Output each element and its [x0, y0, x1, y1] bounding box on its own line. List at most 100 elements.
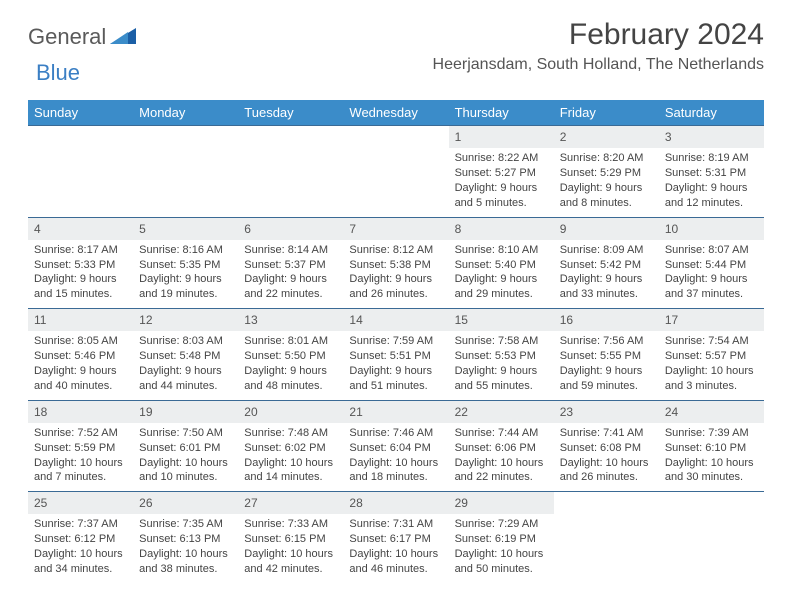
day-number: 6 — [238, 218, 343, 240]
sunrise-line: Sunrise: 8:19 AM — [665, 151, 758, 166]
dow-header-cell: Monday — [133, 100, 238, 126]
sunrise-line: Sunrise: 8:12 AM — [349, 243, 442, 258]
calendar-day-cell: 11Sunrise: 8:05 AMSunset: 5:46 PMDayligh… — [28, 309, 133, 401]
sunset-line: Sunset: 5:46 PM — [34, 349, 127, 364]
dow-header-cell: Sunday — [28, 100, 133, 126]
sunset-line: Sunset: 6:10 PM — [665, 441, 758, 456]
dow-header-row: SundayMondayTuesdayWednesdayThursdayFrid… — [28, 100, 764, 126]
day-number: 3 — [659, 126, 764, 148]
sunrise-line: Sunrise: 7:54 AM — [665, 334, 758, 349]
sunrise-line: Sunrise: 7:46 AM — [349, 426, 442, 441]
sunset-line: Sunset: 6:17 PM — [349, 532, 442, 547]
sunrise-line: Sunrise: 7:48 AM — [244, 426, 337, 441]
daylight-line: Daylight: 9 hours and 51 minutes. — [349, 364, 442, 394]
day-number: 13 — [238, 309, 343, 331]
daylight-line: Daylight: 9 hours and 5 minutes. — [455, 181, 548, 211]
sunset-line: Sunset: 5:53 PM — [455, 349, 548, 364]
sunrise-line: Sunrise: 8:07 AM — [665, 243, 758, 258]
calendar-day-cell: 9Sunrise: 8:09 AMSunset: 5:42 PMDaylight… — [554, 217, 659, 309]
brand-logo: General — [28, 24, 138, 50]
daylight-line: Daylight: 9 hours and 33 minutes. — [560, 272, 653, 302]
day-number: 9 — [554, 218, 659, 240]
calendar-week-row: 4Sunrise: 8:17 AMSunset: 5:33 PMDaylight… — [28, 217, 764, 309]
daylight-line: Daylight: 10 hours and 18 minutes. — [349, 456, 442, 486]
daylight-line: Daylight: 9 hours and 40 minutes. — [34, 364, 127, 394]
sunrise-line: Sunrise: 7:35 AM — [139, 517, 232, 532]
day-number: 29 — [449, 492, 554, 514]
day-number: 23 — [554, 401, 659, 423]
sunrise-line: Sunrise: 7:37 AM — [34, 517, 127, 532]
day-number: 25 — [28, 492, 133, 514]
sunset-line: Sunset: 5:27 PM — [455, 166, 548, 181]
sunset-line: Sunset: 6:04 PM — [349, 441, 442, 456]
day-number: 24 — [659, 401, 764, 423]
sunrise-line: Sunrise: 7:29 AM — [455, 517, 548, 532]
calendar-day-cell: 4Sunrise: 8:17 AMSunset: 5:33 PMDaylight… — [28, 217, 133, 309]
calendar-day-cell: 5Sunrise: 8:16 AMSunset: 5:35 PMDaylight… — [133, 217, 238, 309]
dow-header-cell: Saturday — [659, 100, 764, 126]
day-number: 7 — [343, 218, 448, 240]
sunset-line: Sunset: 5:38 PM — [349, 258, 442, 273]
day-number: 10 — [659, 218, 764, 240]
daylight-line: Daylight: 9 hours and 48 minutes. — [244, 364, 337, 394]
day-number: 19 — [133, 401, 238, 423]
sunrise-line: Sunrise: 7:41 AM — [560, 426, 653, 441]
calendar-day-cell: 6Sunrise: 8:14 AMSunset: 5:37 PMDaylight… — [238, 217, 343, 309]
day-number: 15 — [449, 309, 554, 331]
title-block: February 2024 Heerjansdam, South Holland… — [433, 18, 764, 74]
calendar-empty-cell — [554, 492, 659, 583]
dow-header-cell: Thursday — [449, 100, 554, 126]
calendar-day-cell: 8Sunrise: 8:10 AMSunset: 5:40 PMDaylight… — [449, 217, 554, 309]
day-number: 1 — [449, 126, 554, 148]
calendar-day-cell: 13Sunrise: 8:01 AMSunset: 5:50 PMDayligh… — [238, 309, 343, 401]
sunset-line: Sunset: 6:15 PM — [244, 532, 337, 547]
daylight-line: Daylight: 10 hours and 3 minutes. — [665, 364, 758, 394]
calendar-day-cell: 21 Sunrise: 7:46 AMSunset: 6:04 PMDayligh… — [343, 400, 448, 492]
calendar-empty-cell — [238, 126, 343, 218]
calendar-empty-cell — [133, 126, 238, 218]
calendar-week-row: 18Sunrise: 7:52 AMSunset: 5:59 PMDayligh… — [28, 400, 764, 492]
dow-header-cell: Wednesday — [343, 100, 448, 126]
daylight-line: Daylight: 9 hours and 22 minutes. — [244, 272, 337, 302]
sunrise-line: Sunrise: 7:56 AM — [560, 334, 653, 349]
brand-text-2: Blue — [36, 60, 80, 86]
daylight-line: Daylight: 10 hours and 7 minutes. — [34, 456, 127, 486]
day-number: 22 — [449, 401, 554, 423]
daylight-line: Daylight: 9 hours and 55 minutes. — [455, 364, 548, 394]
day-number: 21 — [343, 401, 448, 423]
daylight-line: Daylight: 9 hours and 15 minutes. — [34, 272, 127, 302]
sunrise-line: Sunrise: 8:03 AM — [139, 334, 232, 349]
day-number: 17 — [659, 309, 764, 331]
sunset-line: Sunset: 5:55 PM — [560, 349, 653, 364]
sunset-line: Sunset: 6:12 PM — [34, 532, 127, 547]
day-number: 11 — [28, 309, 133, 331]
sunrise-line: Sunrise: 7:59 AM — [349, 334, 442, 349]
sunset-line: Sunset: 5:35 PM — [139, 258, 232, 273]
sunset-line: Sunset: 5:44 PM — [665, 258, 758, 273]
calendar-day-cell: 16Sunrise: 7:56 AMSunset: 5:55 PMDayligh… — [554, 309, 659, 401]
sunset-line: Sunset: 5:42 PM — [560, 258, 653, 273]
daylight-line: Daylight: 10 hours and 38 minutes. — [139, 547, 232, 577]
calendar-week-row: 11Sunrise: 8:05 AMSunset: 5:46 PMDayligh… — [28, 309, 764, 401]
sunset-line: Sunset: 5:29 PM — [560, 166, 653, 181]
day-number: 8 — [449, 218, 554, 240]
day-number: 2 — [554, 126, 659, 148]
calendar-day-cell: 22Sunrise: 7:44 AMSunset: 6:06 PMDayligh… — [449, 400, 554, 492]
sunrise-line: Sunrise: 7:58 AM — [455, 334, 548, 349]
calendar-week-row: 25 Sunrise: 7:37 AMSunset: 6:12 PM Dayligh… — [28, 492, 764, 583]
day-number: 28 — [343, 492, 448, 514]
daylight-line: Daylight: 9 hours and 37 minutes. — [665, 272, 758, 302]
calendar-day-cell: 25Sunrise: 7:37 AMSunset: 6:12 PMDayligh… — [28, 492, 133, 583]
sunrise-line: Sunrise: 7:39 AM — [665, 426, 758, 441]
sunrise-line: Sunrise: 8:10 AM — [455, 243, 548, 258]
calendar-empty-cell — [28, 126, 133, 218]
day-number: 5 — [133, 218, 238, 240]
daylight-line: Daylight: 9 hours and 44 minutes. — [139, 364, 232, 394]
sunrise-line: Sunrise: 8:20 AM — [560, 151, 653, 166]
calendar-day-cell: 26Sunrise: 7:35 AMSunset: 6:13 PMDayligh… — [133, 492, 238, 583]
sunset-line: Sunset: 6:02 PM — [244, 441, 337, 456]
sunrise-line: Sunrise: 8:14 AM — [244, 243, 337, 258]
sunrise-line: Sunrise: 8:16 AM — [139, 243, 232, 258]
calendar-day-cell: 1Sunrise: 8:22 AMSunset: 5:27 PMDaylight… — [449, 126, 554, 218]
daylight-line: Daylight: 10 hours and 26 minutes. — [560, 456, 653, 486]
